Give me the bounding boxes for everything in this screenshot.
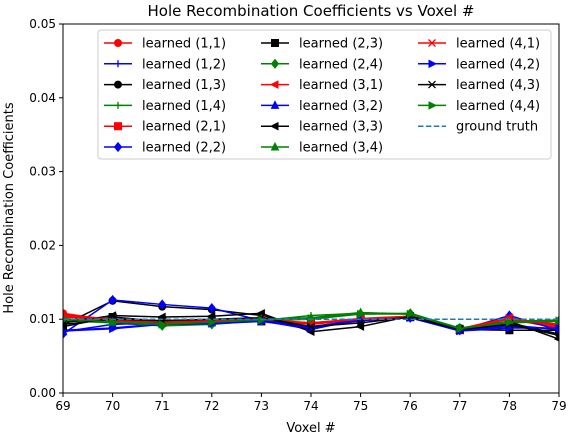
x-tick-label: 78	[502, 399, 517, 413]
data-point	[109, 317, 118, 327]
legend-label: learned (3,4)	[299, 141, 383, 156]
x-tick-label: 71	[155, 399, 170, 413]
data-point	[158, 299, 167, 310]
x-axis-label: Voxel #	[286, 421, 335, 435]
legend-item: learned (3,1)	[261, 78, 383, 93]
legend-label: learned (1,2)	[142, 57, 226, 72]
data-point	[63, 320, 67, 329]
x-tick-label: 73	[254, 399, 269, 413]
legend-marker	[114, 101, 122, 109]
x-tick-label: 72	[204, 399, 219, 413]
legend-marker	[428, 59, 438, 69]
legend-label: learned (4,2)	[456, 57, 540, 72]
legend-label: learned (4,4)	[456, 99, 540, 114]
legend-marker	[428, 39, 436, 47]
data-point	[357, 309, 366, 319]
legend-item: learned (2,3)	[261, 37, 383, 52]
legend-item: learned (2,1)	[104, 120, 226, 135]
legend-item: learned (1,1)	[104, 37, 226, 52]
legend-label: learned (2,4)	[299, 57, 383, 72]
data-point	[158, 320, 168, 329]
y-tick-label: 0.01	[29, 312, 56, 326]
legend-label: learned (2,2)	[142, 141, 226, 156]
x-tick-label: 76	[403, 399, 418, 413]
chart-title: Hole Recombination Coefficients vs Voxel…	[148, 2, 475, 20]
legend-marker	[114, 60, 122, 68]
legend-item: learned (4,3)	[418, 78, 540, 93]
legend-label: ground truth	[456, 120, 538, 135]
data-point	[505, 317, 515, 327]
legend-item: learned (4,4)	[418, 99, 540, 114]
data-point	[208, 317, 217, 327]
legend-marker	[269, 121, 279, 131]
legend-marker	[114, 80, 122, 89]
legend-item: learned (3,2)	[261, 99, 383, 114]
data-point	[555, 331, 559, 340]
legend-label: learned (3,1)	[299, 78, 383, 93]
x-tick-label: 77	[452, 399, 467, 413]
x-tick-label: 79	[551, 399, 566, 413]
data-point	[456, 324, 465, 334]
legend-item: ground truth	[418, 120, 538, 135]
x-tick-label: 70	[105, 399, 120, 413]
legend-label: learned (1,1)	[142, 37, 226, 52]
legend-label: learned (2,3)	[299, 37, 383, 52]
y-tick-label: 0.04	[29, 91, 56, 105]
y-tick-label: 0.03	[29, 165, 56, 179]
data-point	[555, 323, 559, 333]
legend-item: learned (4,2)	[418, 57, 540, 72]
legend-item: learned (4,1)	[418, 37, 540, 52]
legend-label: learned (4,1)	[456, 37, 540, 52]
data-point	[356, 318, 365, 327]
data-point	[207, 303, 216, 314]
legend-marker	[428, 101, 438, 110]
legend-item: learned (2,4)	[261, 57, 383, 72]
x-tick-label: 75	[353, 399, 368, 413]
legend-item: learned (1,3)	[104, 78, 226, 93]
legend-label: learned (4,3)	[456, 78, 540, 93]
legend-marker	[113, 141, 123, 153]
legend-label: learned (3,2)	[299, 99, 383, 114]
legend-marker	[271, 39, 279, 47]
legend-marker	[270, 141, 280, 151]
legend-label: learned (3,3)	[299, 120, 383, 135]
data-point	[307, 322, 315, 331]
legend-item: learned (1,4)	[104, 99, 226, 114]
legend: learned (1,1) learned (1,2) learned (1,3) l…	[97, 29, 552, 160]
legend-marker	[428, 80, 436, 89]
data-point	[406, 309, 416, 319]
data-point	[108, 294, 117, 306]
series-layer	[63, 294, 559, 342]
x-tick-label: 69	[55, 399, 70, 413]
legend-item: learned (3,4)	[261, 141, 383, 156]
data-point	[256, 308, 265, 318]
legend-item: learned (2,2)	[104, 141, 226, 156]
legend-label: learned (1,4)	[142, 99, 226, 114]
legend-label: learned (2,1)	[142, 120, 226, 135]
y-tick-label: 0.00	[29, 386, 56, 400]
legend-item: learned (3,3)	[261, 120, 383, 135]
legend-marker	[114, 122, 122, 131]
y-axis-label: Hole Recombination Coefficients	[2, 102, 17, 313]
legend-label: learned (1,3)	[142, 78, 226, 93]
x-tick-label: 74	[303, 399, 318, 413]
y-tick-label: 0.05	[29, 17, 56, 31]
legend-marker	[270, 100, 280, 109]
legend-marker	[269, 80, 279, 89]
legend-marker	[270, 58, 280, 69]
legend-marker	[114, 39, 122, 47]
data-point	[109, 324, 118, 334]
y-tick-label: 0.02	[29, 238, 56, 252]
legend-item: learned (1,2)	[104, 57, 226, 72]
